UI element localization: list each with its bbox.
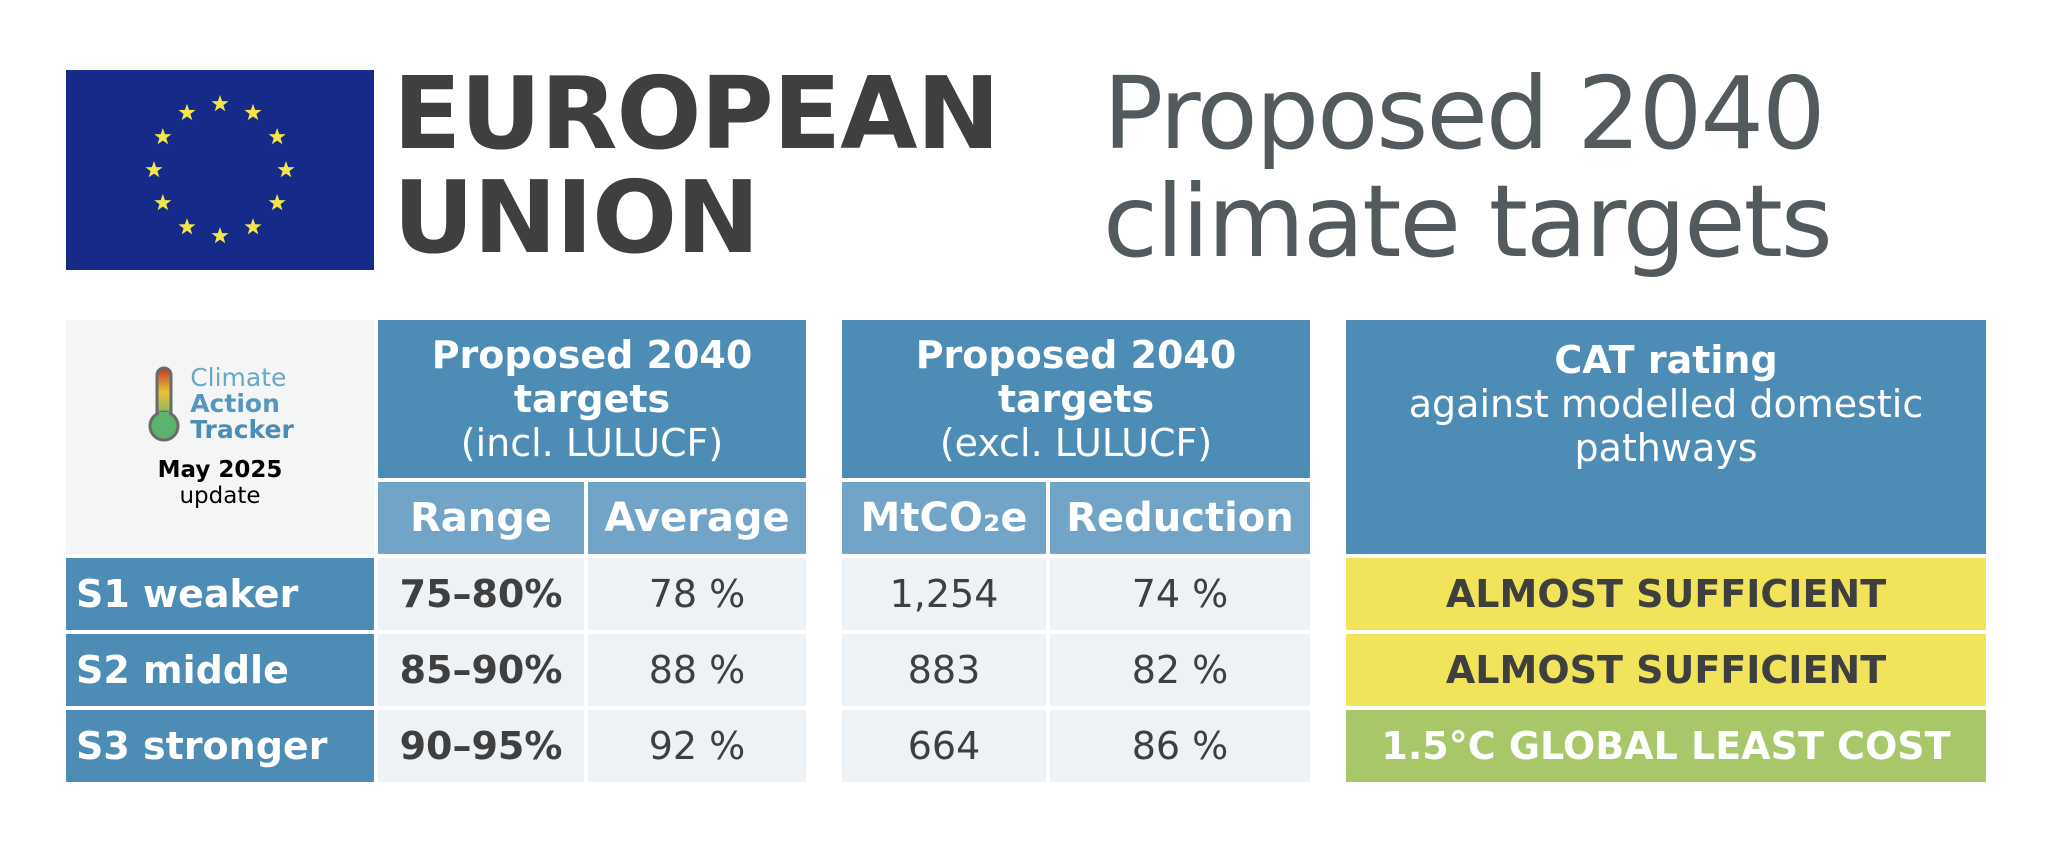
rating-cell: ALMOST SUFFICIENT <box>1346 634 1986 706</box>
title-line-1: Proposed 2040 <box>1103 55 1826 172</box>
reduction-cell: 74 % <box>1050 558 1310 630</box>
row-label: S2 middle <box>66 634 374 706</box>
group3-subtitle-line2: pathways <box>1574 426 1758 470</box>
star-icon <box>244 218 262 235</box>
thermometer-icon <box>148 366 180 442</box>
region-name: EUROPEAN UNION <box>393 55 1000 276</box>
star-icon <box>277 161 295 178</box>
mtco2e-cell: 664 <box>842 710 1046 782</box>
logo-word-tracker: Tracker <box>190 415 294 444</box>
star-icon <box>244 103 262 121</box>
group2-title-line1: Proposed 2040 <box>915 333 1237 377</box>
star-icon <box>145 161 163 178</box>
reduction-cell: 82 % <box>1050 634 1310 706</box>
group2-header: Proposed 2040 targets (excl. LULUCF) <box>842 320 1310 478</box>
cat-logo: Climate Action Tracker <box>146 365 294 443</box>
reduction-cell: 86 % <box>1050 710 1310 782</box>
update-word: update <box>179 483 261 509</box>
col-header-range: Range <box>378 482 584 554</box>
rating-cell: ALMOST SUFFICIENT <box>1346 558 1986 630</box>
star-icon <box>211 95 229 112</box>
average-cell: 88 % <box>588 634 806 706</box>
row-label: S3 stronger <box>66 710 374 782</box>
update-label: May 2025 update <box>158 457 283 509</box>
region-line-2: UNION <box>393 159 760 276</box>
average-cell: 78 % <box>588 558 806 630</box>
title-line-2: climate targets <box>1103 163 1833 280</box>
col-header-mtco2e: MtCO₂e <box>842 482 1046 554</box>
star-icon <box>154 128 172 145</box>
group3-title: CAT rating <box>1554 338 1778 382</box>
logo-word-action: Action <box>190 389 280 418</box>
group1-header: Proposed 2040 targets (incl. LULUCF) <box>378 320 806 478</box>
average-cell: 92 % <box>588 710 806 782</box>
star-icon <box>268 128 286 145</box>
range-cell: 75–80% <box>378 558 584 630</box>
update-month: May 2025 <box>157 457 283 483</box>
star-icon <box>211 227 229 244</box>
eu-flag-icon <box>66 70 374 270</box>
group2-subtitle: (excl. LULUCF) <box>939 421 1213 465</box>
group1-subtitle: (incl. LULUCF) <box>460 421 724 465</box>
range-cell: 85–90% <box>378 634 584 706</box>
group3-header: CAT rating against modelled domestic pat… <box>1346 320 1986 554</box>
group1-title-line2: targets <box>513 377 671 421</box>
group3-subtitle-line1: against modelled domestic <box>1408 382 1924 426</box>
cat-logo-text: Climate Action Tracker <box>190 365 294 443</box>
row-label: S1 weaker <box>66 558 374 630</box>
star-icon <box>154 194 172 211</box>
group1-title-line1: Proposed 2040 <box>431 333 753 377</box>
col-header-reduction: Reduction <box>1050 482 1310 554</box>
eu-stars <box>145 95 295 244</box>
cat-logo-box: Climate Action Tracker May 2025 update <box>66 320 374 554</box>
mtco2e-cell: 1,254 <box>842 558 1046 630</box>
region-line-1: EUROPEAN <box>393 55 1000 172</box>
star-icon <box>268 194 286 211</box>
group2-title-line2: targets <box>997 377 1155 421</box>
range-cell: 90–95% <box>378 710 584 782</box>
rating-cell: 1.5°C GLOBAL LEAST COST <box>1346 710 1986 782</box>
page-title: Proposed 2040 climate targets <box>1103 55 1833 280</box>
logo-word-climate: Climate <box>190 363 287 392</box>
star-icon <box>178 103 196 121</box>
col-header-average: Average <box>588 482 806 554</box>
star-icon <box>178 218 196 235</box>
mtco2e-cell: 883 <box>842 634 1046 706</box>
